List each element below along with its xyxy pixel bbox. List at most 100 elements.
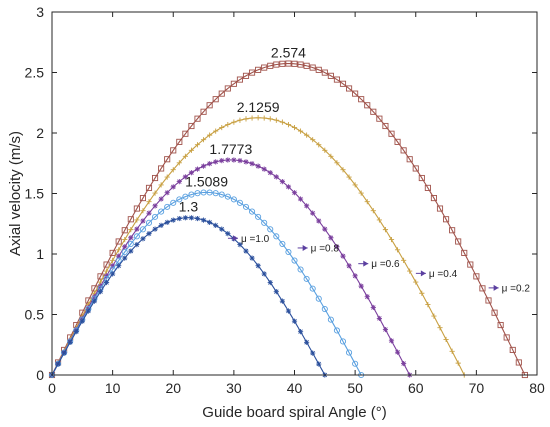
data-point [485,297,492,304]
data-point [182,130,189,137]
data-point [140,236,146,242]
data-point [134,226,140,232]
data-point [358,190,364,196]
data-point [333,76,340,83]
data-point [55,361,61,367]
data-point [309,285,316,292]
data-point [303,275,310,282]
data-point [224,193,231,200]
data-point [327,72,334,79]
data-point [176,179,182,185]
data-point [224,85,231,92]
data-point [273,117,279,123]
data-point [206,189,213,196]
data-point [327,316,334,323]
data-point [328,235,334,241]
data-point [134,241,140,248]
data-point [382,122,389,130]
data-point [310,137,316,143]
data-point [304,339,310,345]
data-point [382,326,389,333]
data-point [188,191,195,198]
data-point [170,147,177,154]
data-point [170,167,176,173]
data-point [122,244,128,250]
axes: 0 10 20 30 40 50 60 70 80 0 0.5 1 1.5 2 2.5 3 [25,4,545,396]
data-point [219,124,225,131]
data-point [176,215,182,222]
data-point [110,257,116,263]
data-point [339,80,347,87]
data-point [134,217,140,223]
data-point [431,313,437,319]
data-point [401,360,407,367]
data-point [194,166,201,172]
x-tick-label: 20 [165,380,181,396]
data-point [115,238,122,245]
data-point [213,128,219,134]
data-point [116,253,122,259]
data-point [188,170,195,176]
data-point [413,279,419,285]
annotation-arrow-head [420,270,426,277]
data-point [158,208,165,215]
data-point [273,289,279,295]
data-point [182,153,188,159]
data-point [322,226,328,232]
data-point [219,158,225,164]
data-point [85,304,91,311]
data-point [449,348,455,354]
data-point [194,215,201,222]
data-point [437,325,443,331]
data-point [127,216,134,223]
x-tick-label: 60 [408,380,424,396]
data-point [212,96,219,103]
data-point [242,72,250,79]
data-point [333,327,340,334]
data-point [116,263,122,269]
data-point [467,261,474,268]
data-point [164,156,171,163]
x-tick-label: 40 [287,380,303,396]
data-point [218,90,225,97]
data-point [145,219,153,226]
data-point [152,203,158,209]
data-point [346,263,352,269]
series-2 [49,157,413,378]
data-point [339,338,347,345]
mu-annotation: μ =0.6 [358,259,400,270]
y-axis-label: Axial velocity (m/s) [7,131,24,256]
mu-label: μ =1.0 [241,234,270,245]
data-point [261,219,268,226]
data-point [146,199,152,205]
data-point [200,189,207,196]
y-tick-label: 1 [36,246,44,262]
data-point [273,233,280,240]
data-point [236,76,243,83]
data-point [200,137,207,143]
peak-value-label: 2.1259 [237,99,280,115]
peak-value-label: 2.574 [271,45,306,61]
data-point [103,261,110,268]
data-point [285,60,292,67]
data-point [133,233,140,240]
data-point [473,273,480,280]
data-point [316,361,322,367]
data-point [358,96,365,103]
data-point [267,116,273,122]
data-point [127,240,134,247]
data-point [255,163,261,169]
data-point [213,222,219,228]
data-point [139,195,146,202]
data-point [73,329,79,335]
data-point [261,64,268,71]
data-point [291,190,298,196]
data-point [461,249,468,256]
data-point [291,60,298,67]
data-point [515,359,522,366]
data-point [394,247,401,253]
data-point [309,64,316,71]
data-point [310,210,316,216]
data-point [103,279,110,286]
data-point [370,108,377,115]
